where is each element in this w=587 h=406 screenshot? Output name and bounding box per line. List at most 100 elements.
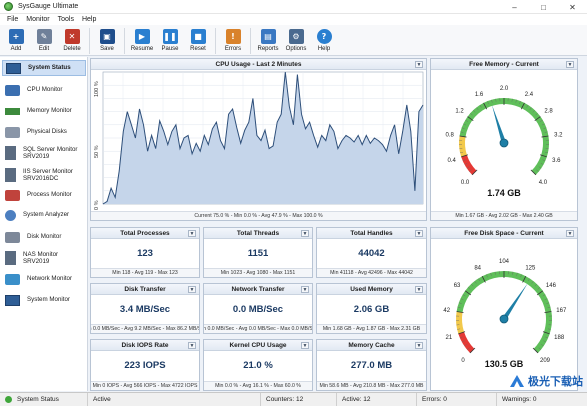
sidebar-item-cpu-monitor[interactable]: CPU Monitor (2, 82, 86, 98)
chevron-down-icon[interactable]: ▼ (188, 230, 196, 237)
tile-network-transfer: Network Transfer ▼ 0.0 MB/Sec Min 0.0 MB/… (203, 283, 313, 334)
delete-icon: ✕ (64, 29, 80, 44)
tile-header: Kernel CPU Usage ▼ (204, 340, 312, 351)
sidebar-item-disk-monitor[interactable]: Disk Monitor (2, 229, 86, 245)
title-bar: SysGauge Ultimate – □ ✕ (0, 0, 587, 14)
chevron-down-icon[interactable]: ▼ (415, 286, 423, 293)
options-button[interactable]: ⚙ Options (282, 25, 310, 56)
chevron-down-icon[interactable]: ▼ (301, 230, 309, 237)
gauge-minor-tick (546, 302, 550, 304)
gauge-minor-tick (490, 272, 492, 276)
sidebar-item-label-group: IIS Server Monitor SRV2016DC (23, 168, 73, 183)
sidebar-item-sublabel: SRV2019 (23, 153, 50, 160)
gauge-minor-tick (529, 107, 532, 110)
chevron-down-icon[interactable]: ▼ (566, 61, 574, 68)
save-button[interactable]: ▣ Save (93, 25, 121, 56)
save-label: Save (100, 46, 114, 52)
gauge-tick (544, 311, 552, 313)
menu-tools[interactable]: Tools (57, 16, 74, 23)
tile-footer: Min 0 IOPS - Avg 566 IOPS - Max 4722 IOP… (91, 381, 199, 390)
gauge-tick (469, 347, 476, 354)
add-button[interactable]: + Add (2, 25, 30, 56)
status-state: Active (88, 392, 261, 406)
gauge-tick-label: 2.0 (500, 86, 509, 92)
sidebar-item-system-status[interactable]: System Status (2, 60, 86, 76)
sidebar-item-sublabel: SRV2019 (23, 258, 50, 265)
chevron-down-icon[interactable]: ▼ (415, 61, 423, 68)
tile-value: 2.06 GB (353, 304, 390, 315)
gauge-minor-tick (541, 344, 544, 347)
gauge-minor-tick (457, 306, 461, 309)
gauge-minor-tick (465, 119, 468, 122)
gauge-tick (464, 290, 472, 296)
menu-monitor[interactable]: Monitor (26, 16, 50, 23)
help-button[interactable]: ? Help (310, 25, 338, 56)
sidebar-item-sql-server-monitor[interactable]: SQL Server Monitor SRV2019 (2, 143, 86, 163)
close-button[interactable]: ✕ (569, 2, 576, 12)
menu-help[interactable]: Help (81, 16, 97, 23)
tile-total-handles: Total Handles ▼ 44042 Min 41118 - Avg 424… (316, 227, 427, 278)
reset-button[interactable]: ■ Reset (184, 25, 212, 56)
toolbar-separator (89, 28, 90, 54)
gauge-minor-tick (540, 119, 543, 122)
sidebar-item-network-monitor[interactable]: Network Monitor (2, 271, 86, 287)
gauge-tick-label: 3.2 (554, 132, 563, 138)
gauge-minor-tick (512, 271, 514, 275)
sidebar-item-physical-disks[interactable]: Physical Disks (2, 124, 86, 140)
edit-button[interactable]: ✎ Edit (30, 25, 58, 56)
gauge-hub (499, 138, 509, 148)
tile-disk-iops-rate: Disk IOPS Rate ▼ 223 IOPS Min 0 IOPS - Av… (90, 339, 200, 391)
chevron-down-icon[interactable]: ▼ (415, 230, 423, 237)
menu-file[interactable]: File (7, 16, 19, 23)
save-icon: ▣ (99, 29, 115, 44)
chevron-down-icon[interactable]: ▼ (566, 230, 574, 237)
free-disk-gauge: 0 21 42 63 84 104 125 146 167 188 209 (443, 259, 567, 364)
sidebar-item-memory-monitor[interactable]: Memory Monitor (2, 103, 86, 119)
tile-header: Total Threads ▼ (204, 228, 312, 239)
tile-header: Total Handles ▼ (317, 228, 426, 239)
sidebar-item-system-analyzer[interactable]: System Analyzer (2, 207, 86, 223)
free-memory-gauge: 0.0 0.4 0.8 1.2 1.6 2.0 2.4 2.8 3.2 3.6 4.0 (446, 86, 564, 186)
status-view: System Status (0, 392, 88, 406)
delete-button[interactable]: ✕ Delete (58, 25, 86, 56)
gauge-minor-tick (461, 127, 465, 129)
pause-button[interactable]: ❚❚ Pause (156, 25, 184, 56)
minimize-button[interactable]: – (512, 2, 517, 12)
sidebar-item-label-group: SQL Server Monitor SRV2019 (23, 146, 77, 161)
pause-icon: ❚❚ (162, 29, 178, 44)
sidebar-item-nas-monitor[interactable]: NAS Monitor SRV2019 (2, 248, 86, 268)
sidebar-item-system-monitor[interactable]: System Monitor (2, 292, 86, 308)
tile-footer: Min 1.68 GB - Avg 1.87 GB - Max 2.31 GB (317, 324, 426, 333)
sidebar-item-iis-server-monitor[interactable]: IIS Server Monitor SRV2016DC (2, 165, 86, 185)
resume-button[interactable]: ▶ Resume (128, 25, 156, 56)
chevron-down-icon[interactable]: ▼ (188, 342, 196, 349)
chevron-down-icon[interactable]: ▼ (415, 342, 423, 349)
gauge-minor-tick (464, 163, 468, 165)
gauge-tick-label: 1.2 (455, 109, 464, 115)
status-view-label: System Status (17, 396, 59, 403)
gauge-minor-tick (527, 278, 530, 282)
reports-button[interactable]: ▤ Reports (254, 25, 282, 56)
errors-button[interactable]: ! Errors (219, 25, 247, 56)
tile-footer: Min 0.0 MB/Sec - Avg 0.0 MB/Sec - Max 0.… (204, 324, 312, 333)
chevron-down-icon[interactable]: ▼ (301, 286, 309, 293)
gauge-tick-label: 84 (474, 265, 481, 271)
chevron-down-icon[interactable]: ▼ (188, 286, 196, 293)
tile-title: Total Processes (120, 229, 170, 237)
maximize-button[interactable]: □ (541, 2, 546, 12)
resume-label: Resume (130, 46, 154, 52)
chevron-down-icon[interactable]: ▼ (301, 342, 309, 349)
gauge-minor-tick (544, 131, 548, 133)
gauge-tick (532, 347, 539, 354)
tile-title: Memory Cache (348, 341, 395, 349)
gauge-band-yellow (456, 311, 465, 334)
gauge-minor-tick (458, 302, 462, 304)
sidebar-item-process-monitor[interactable]: Process Monitor (2, 187, 86, 203)
gauge-minor-tick (457, 328, 461, 330)
gauge-minor-tick (495, 98, 497, 102)
gauge-minor-tick (544, 298, 548, 301)
gauge-band-red (458, 331, 475, 353)
tile-footer: Min 118 - Avg 119 - Max 123 (91, 268, 199, 277)
gauge-minor-tick (536, 169, 539, 172)
gauge-minor-tick (537, 287, 541, 290)
